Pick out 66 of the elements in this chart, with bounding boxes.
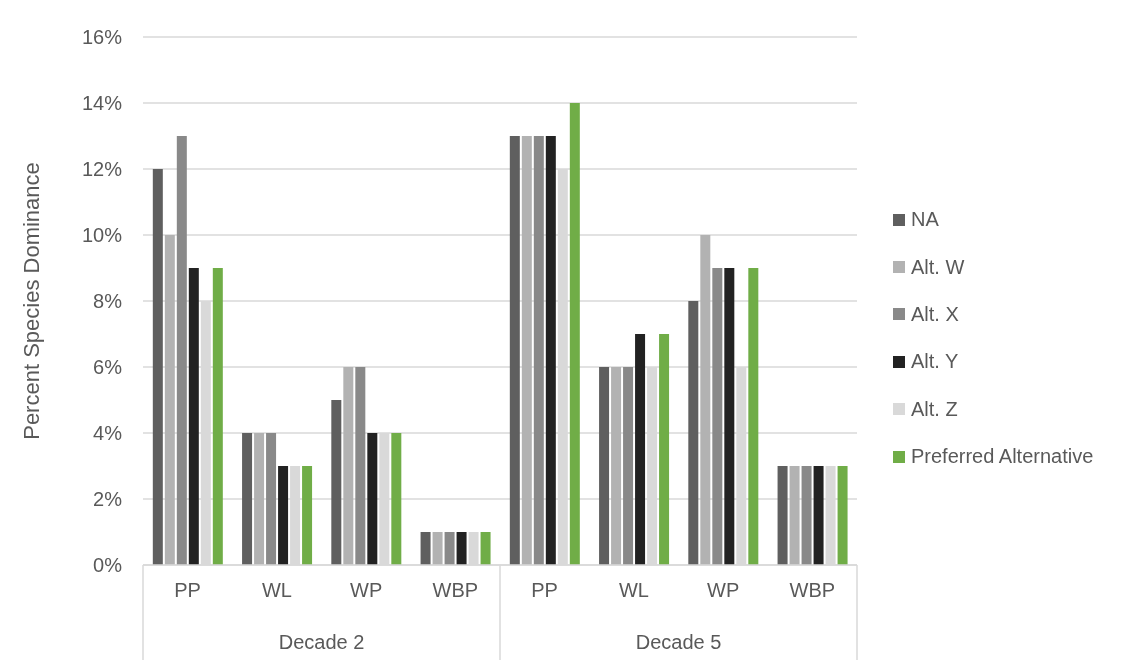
y-tick-label: 2%	[93, 488, 123, 511]
y-tick-label: 12%	[81, 158, 123, 181]
bar	[801, 466, 812, 565]
bar	[480, 532, 491, 565]
legend-label: Alt. W	[911, 255, 965, 279]
bar	[432, 532, 443, 565]
bar	[545, 136, 556, 565]
bar	[302, 466, 313, 565]
bar	[343, 367, 354, 565]
bar	[724, 268, 735, 565]
bar	[623, 367, 634, 565]
text: Decade 2	[278, 631, 365, 653]
x-tick-label: WL	[261, 579, 292, 602]
x-tick-label: PP	[531, 579, 558, 602]
x-tick-label: WP	[350, 579, 383, 602]
bar	[266, 433, 277, 565]
y-tick-label: 10%	[81, 224, 123, 247]
y-axis-title: Percent Species Dominance	[18, 162, 44, 440]
bar	[164, 235, 175, 565]
y-tick-label: 8%	[93, 290, 123, 313]
bar	[278, 466, 289, 565]
bar	[700, 235, 711, 565]
bar	[521, 136, 532, 565]
legend-label: Alt. Z	[911, 397, 958, 421]
x-tick-label: WL	[618, 579, 649, 602]
bar	[444, 532, 455, 565]
y-tick-label: 6%	[93, 356, 123, 379]
x-tick-label: PP	[174, 579, 201, 602]
bar	[152, 169, 163, 565]
bar	[355, 367, 366, 565]
x-tick-label: WBP	[789, 579, 836, 602]
bar	[533, 136, 544, 565]
bar	[420, 532, 431, 565]
bar	[777, 466, 788, 565]
bar	[391, 433, 402, 565]
text: Decade 5	[635, 631, 722, 653]
bar	[212, 268, 223, 565]
bar	[635, 334, 646, 565]
bar	[367, 433, 378, 565]
bar	[599, 367, 610, 565]
y-tick-label: 0%	[93, 554, 123, 577]
bar	[176, 136, 187, 565]
legend-label: Alt. X	[911, 302, 959, 326]
y-tick-label: 4%	[93, 422, 123, 445]
bar	[748, 268, 759, 565]
bar	[188, 268, 199, 565]
bar	[789, 466, 800, 565]
bar	[331, 400, 342, 565]
bar	[569, 103, 580, 565]
legend-label: Alt. Y	[911, 350, 959, 374]
bar	[611, 367, 622, 565]
bar	[242, 433, 253, 565]
bar	[456, 532, 467, 565]
bar	[837, 466, 848, 565]
bar	[254, 433, 265, 565]
bar	[659, 334, 670, 565]
bar	[712, 268, 723, 565]
y-tick-label: 14%	[81, 92, 123, 115]
bar	[813, 466, 824, 565]
y-tick-label: 16%	[81, 26, 123, 49]
legend-label: NA	[911, 208, 939, 232]
x-tick-label: WP	[707, 579, 740, 602]
legend-label: Preferred Alternative	[911, 445, 1094, 469]
bar	[688, 301, 699, 565]
bar	[509, 136, 520, 565]
x-tick-label: WBP	[432, 579, 479, 602]
